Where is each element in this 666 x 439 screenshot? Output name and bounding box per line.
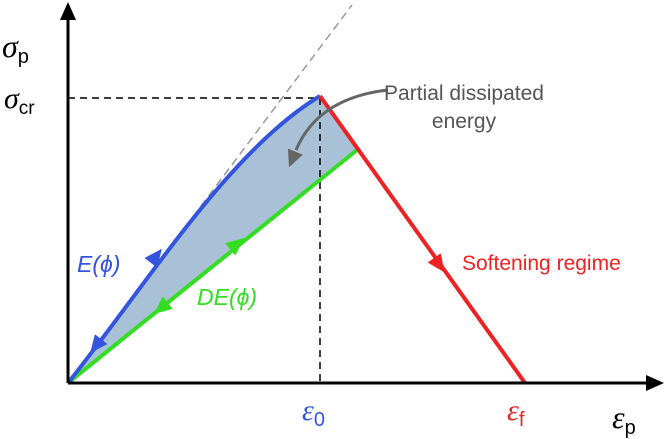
arrowhead bbox=[225, 237, 245, 256]
arrowhead bbox=[144, 248, 162, 268]
arrowhead bbox=[427, 253, 445, 273]
axis-arrow bbox=[60, 2, 76, 20]
y-axis-label: σp bbox=[2, 28, 29, 68]
axis-arrow bbox=[646, 375, 664, 391]
dissipated-area bbox=[68, 96, 357, 383]
subscript: p bbox=[625, 417, 636, 439]
symbol: ε bbox=[302, 394, 314, 427]
softening-line bbox=[318, 94, 527, 385]
epsilon-0-label: ε0 bbox=[302, 394, 325, 431]
unloading-line bbox=[66, 148, 359, 385]
unloading-label: DE(ϕ) bbox=[197, 284, 257, 310]
annotation-arrow bbox=[294, 88, 389, 151]
x-axis-label: εp bbox=[612, 399, 636, 439]
symbol: σ bbox=[4, 82, 20, 115]
subscript: f bbox=[519, 409, 525, 431]
softening-label: Softening regime bbox=[462, 252, 621, 275]
annotation: energy bbox=[432, 110, 497, 133]
symbol: σ bbox=[2, 28, 19, 64]
symbol: ε bbox=[507, 394, 519, 427]
arrowhead bbox=[90, 334, 108, 354]
epsilon-f-label: εf bbox=[507, 394, 525, 431]
arrowhead bbox=[287, 148, 303, 168]
subscript: 0 bbox=[314, 409, 325, 431]
arrowhead bbox=[153, 296, 173, 315]
subscript: p bbox=[18, 46, 29, 68]
symbol: ε bbox=[612, 399, 625, 435]
subscript: cr bbox=[19, 98, 36, 119]
sigma-cr-label: σcr bbox=[4, 82, 35, 119]
loading-label: E(ϕ) bbox=[77, 251, 120, 277]
annotation: Partial dissipated bbox=[384, 82, 544, 105]
